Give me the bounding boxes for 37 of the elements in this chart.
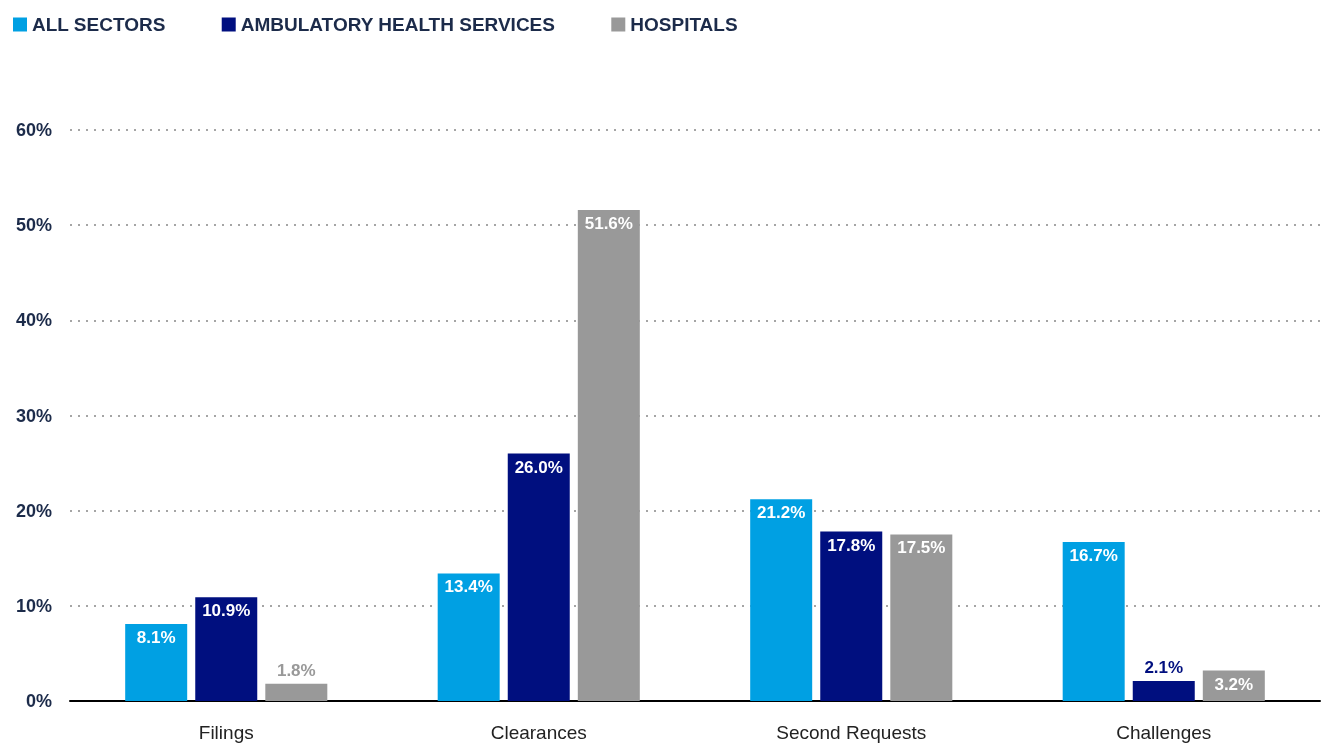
bar [507, 453, 570, 701]
y-tick-label: 0% [25, 691, 52, 711]
text: 3.2% [1214, 674, 1254, 694]
y-tick-label: 60% [15, 120, 52, 140]
y-tick-label: 30% [15, 405, 52, 426]
text: 1.8% [276, 660, 316, 680]
bar [820, 531, 883, 701]
bar [1062, 542, 1125, 701]
x-tick-label: Second Requests [776, 722, 927, 743]
text: 13.4% [444, 577, 493, 597]
text: 2.1% [1144, 658, 1184, 678]
text: 26.0% [514, 457, 563, 477]
legend-label: AMBULATORY HEALTH SERVICES [240, 14, 555, 35]
text: 10.9% [202, 601, 251, 621]
y-tick-label: 50% [15, 215, 52, 236]
legend-label: HOSPITALS [630, 14, 738, 35]
x-tick-label: Clearances [490, 722, 587, 743]
text: 17.8% [827, 535, 876, 555]
text: 51.6% [584, 213, 633, 233]
x-tick-label: Filings [198, 722, 254, 743]
bar [125, 623, 188, 701]
bar [750, 499, 813, 701]
text: 21.2% [757, 503, 806, 523]
y-tick-label: 20% [15, 500, 52, 521]
text: 8.1% [136, 627, 176, 647]
bar [195, 597, 258, 701]
bar [577, 209, 640, 701]
x-tick-label: Challenges [1116, 722, 1212, 743]
bar [265, 683, 328, 701]
bar [437, 573, 500, 701]
bar [1132, 681, 1195, 701]
y-tick-label: 40% [15, 310, 52, 331]
text: 16.7% [1069, 546, 1118, 566]
bar [890, 534, 953, 701]
legend-label: ALL SECTORS [32, 14, 166, 35]
y-tick-label: 10% [15, 595, 52, 616]
text: 17.5% [897, 538, 946, 558]
